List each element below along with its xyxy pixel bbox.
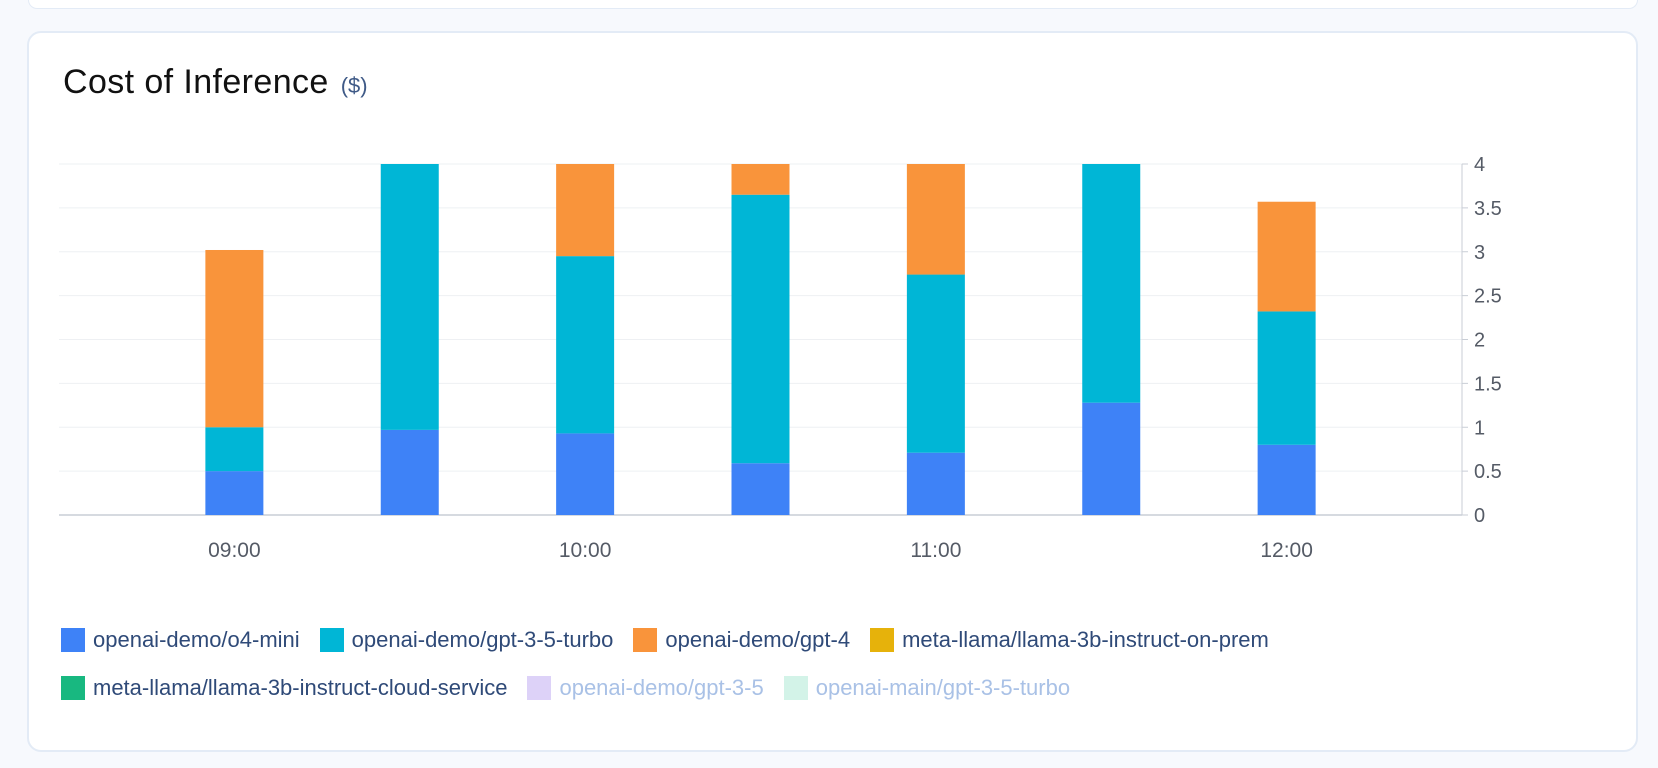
chart-legend: openai-demo/o4-mini openai-demo/gpt-3-5-t… [61,627,1601,701]
legend-swatch [527,676,552,700]
legend-item[interactable]: openai-demo/o4-mini [61,627,300,653]
legend-label: meta-llama/llama-3b-instruct-cloud-servi… [93,675,508,700]
card-header: Cost of Inference ($) [63,63,368,102]
x-tick-label: 11:00 [910,539,961,562]
legend-item[interactable]: openai-main/gpt-3-5-turbo [783,675,1071,701]
bar-segment [1082,402,1141,515]
bar-segment [731,463,790,515]
x-tick-label: 12:00 [1260,539,1313,562]
legend-swatch [783,676,808,700]
bar-segment [1257,444,1316,515]
legend-item[interactable]: openai-demo/gpt-3-5 [527,675,764,701]
card-unit: ($) [340,73,368,98]
y-tick-label: 0 [1474,505,1485,527]
bar-segment [556,433,615,515]
previous-card-edge [28,0,1638,9]
bar-segment [556,256,615,434]
bar-segment [205,471,264,515]
y-tick-label: 1.5 [1474,373,1502,395]
stacked-bar-chart: 0 0.5 1 1.5 2 2.5 3 3.5 4 09:00 10:00 11:00 12:00 [59,154,1502,562]
y-tick-label: 4 [1474,154,1485,176]
y-tick-label: 3 [1474,242,1485,264]
legend-item[interactable]: openai-demo/gpt-3-5-turbo [319,627,614,653]
bar-segment [731,164,790,195]
y-tick-label: 3.5 [1474,198,1502,220]
legend-swatch [319,628,344,652]
legend-swatch [633,628,658,652]
legend-label: openai-demo/gpt-3-5-turbo [351,627,614,652]
y-tick-label: 0.5 [1474,461,1502,483]
legend-label: openai-main/gpt-3-5-turbo [815,675,1071,700]
legend-swatch [61,628,85,652]
bar-segment [906,452,965,515]
bar-segment [380,164,439,430]
x-tick-label: 10:00 [559,539,612,562]
legend-item[interactable]: meta-llama/llama-3b-instruct-on-prem [870,627,1269,653]
y-tick-label: 1 [1474,417,1485,439]
legend-swatch [870,628,895,652]
y-tick-label: 2 [1474,330,1485,352]
cost-of-inference-card: Cost of Inference ($) 0 0.5 1 1.5 2 2.5 3 3.5 4 0… [27,31,1638,752]
legend-label: openai-demo/o4-mini [93,627,300,652]
bar-segment [556,164,615,257]
bar-segment [1257,201,1316,312]
bar-segment [380,429,439,515]
bar-segment [731,194,790,464]
bar-segment [1257,311,1316,445]
bar-segment [906,274,965,453]
legend-label: openai-demo/gpt-4 [665,627,851,652]
legend-item[interactable]: openai-demo/gpt-4 [633,627,850,653]
bar-segment [906,164,965,275]
legend-label: meta-llama/llama-3b-instruct-on-prem [902,627,1269,652]
legend-swatch [61,676,85,700]
bar-segment [205,249,264,428]
x-tick-label: 09:00 [208,539,261,562]
bar-segment [1082,164,1141,403]
bar-segment [205,427,264,472]
legend-item[interactable]: meta-llama/llama-3b-instruct-cloud-servi… [61,675,507,701]
card-title: Cost of Inference [63,63,329,101]
legend-label: openai-demo/gpt-3-5 [559,675,764,700]
y-tick-label: 2.5 [1474,286,1502,308]
